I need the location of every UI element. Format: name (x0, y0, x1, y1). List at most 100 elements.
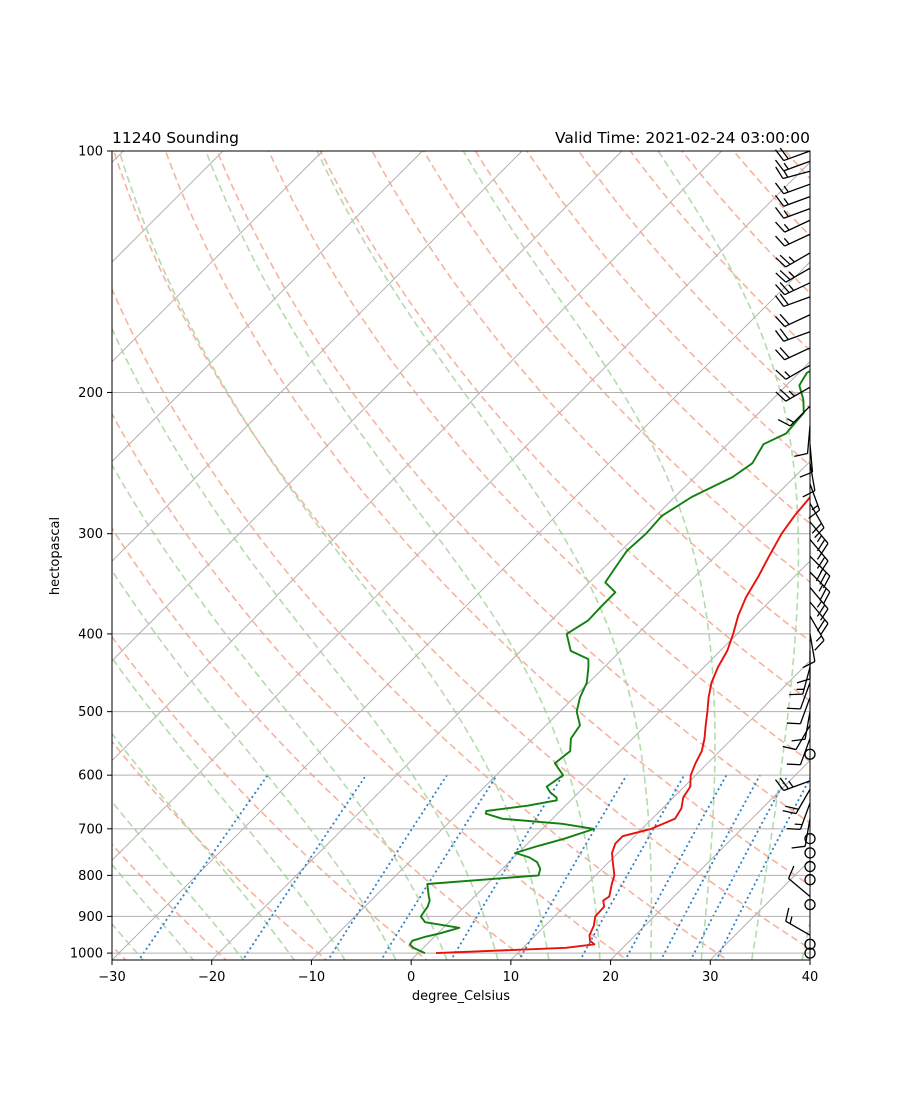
y-tick-label: 200 (78, 386, 103, 401)
barb-feather (779, 313, 790, 325)
wind-barb (809, 571, 831, 605)
barb-feather (786, 828, 801, 830)
barb-feather (791, 845, 806, 849)
barb-feather (822, 591, 831, 605)
dry-adiabat-line (112, 635, 428, 960)
barb-shaft (809, 463, 816, 491)
barb-feather (819, 588, 827, 601)
moist-adiabat-line (112, 656, 346, 960)
barb-shaft (783, 150, 811, 162)
moist-adiabat-line (462, 151, 716, 960)
barb-feather (782, 745, 797, 751)
dry-adiabat-line (821, 133, 900, 970)
barb-feather (775, 284, 786, 296)
dry-adiabat-line (784, 151, 810, 180)
barb-feather (775, 349, 786, 361)
wind-barb (791, 818, 811, 849)
barb-feather (774, 295, 785, 307)
barb-shaft (783, 296, 811, 308)
wind-barb (804, 860, 816, 873)
calm-circle (804, 860, 816, 873)
barb-feather (777, 418, 791, 427)
barb-half-feather (786, 418, 795, 423)
barb-feather (822, 575, 831, 589)
barb-half-feather (811, 504, 819, 511)
wind-barb (786, 682, 811, 710)
wind-barb (775, 233, 811, 247)
x-tick-label: 20 (602, 970, 619, 985)
mixing-ratio-line (137, 774, 269, 960)
calm-circle (804, 947, 816, 959)
barb-shaft (783, 331, 811, 342)
barb-half-feather (783, 170, 789, 178)
isotherm-line (112, 261, 810, 960)
isotherm-line (609, 759, 810, 960)
moist-adiabat-line (112, 922, 145, 960)
wind-barb (775, 267, 811, 283)
x-tick-label: −10 (298, 970, 325, 985)
wind-barb (774, 147, 811, 162)
barb-feather (820, 542, 829, 556)
wind-barb (775, 282, 811, 296)
dry-adiabat-line (112, 412, 629, 960)
moist-adiabat-line (112, 463, 448, 960)
barb-shaft (784, 233, 811, 247)
plot-frame (111, 150, 811, 961)
isotherm-line (0, 133, 41, 970)
wind-barb (774, 182, 811, 195)
mixing-ratio-line (379, 774, 498, 960)
barb-feather (796, 678, 811, 684)
barb-half-feather (788, 256, 795, 263)
moist-adiabat-line (112, 569, 397, 960)
barb-feather (820, 560, 829, 573)
wind-barb (808, 483, 821, 519)
barb-feather (775, 166, 784, 179)
mixing-ratio-line (450, 774, 564, 960)
y-tick-label: 700 (78, 822, 103, 837)
barb-half-feather (789, 916, 793, 924)
calm-circle (804, 748, 816, 760)
calm-circle (804, 898, 816, 911)
dry-adiabat-line (371, 151, 810, 643)
wind-barb (804, 874, 816, 886)
barb-feather (782, 809, 797, 815)
calm-circle (804, 938, 816, 950)
wind-barb (802, 633, 816, 669)
barb-feather (779, 147, 789, 160)
y-tick-label: 1000 (70, 947, 103, 962)
barb-feather (786, 763, 801, 766)
barb-shaft (809, 444, 814, 473)
barb-feather (775, 235, 786, 247)
barb-shaft (795, 724, 811, 750)
isotherm-line (410, 560, 810, 960)
y-tick-label: 400 (78, 627, 103, 642)
barb-shaft (785, 920, 811, 936)
dry-adiabat-line (112, 740, 328, 960)
barb-feather (785, 907, 790, 922)
reference-lines (0, 133, 900, 970)
barb-feather (779, 328, 789, 340)
wind-barb (774, 328, 811, 342)
barb-feather (779, 777, 789, 790)
wind-barb (777, 405, 811, 427)
barb-feather (779, 269, 791, 281)
barb-feather (820, 623, 829, 636)
pressure-gridlines (112, 150, 810, 954)
barb-shaft (799, 738, 811, 765)
barb-shaft (789, 405, 811, 427)
barb-shaft (804, 818, 811, 847)
moist-adiabat-line (118, 151, 550, 960)
y-tick-label: 500 (78, 705, 103, 720)
mixing-ratio-line (241, 774, 367, 960)
barb-half-feather (783, 237, 790, 245)
barb-feather (774, 194, 785, 207)
wind-barb (809, 601, 829, 636)
x-tick-label: 10 (503, 970, 520, 985)
wind-barb (786, 738, 811, 766)
wind-barb (809, 539, 829, 573)
barb-feather (799, 471, 813, 478)
dry-adiabat-line (267, 151, 810, 763)
sounding-profiles (408, 370, 810, 955)
barb-half-feather (783, 162, 789, 170)
dry-adiabat-line (164, 151, 810, 887)
